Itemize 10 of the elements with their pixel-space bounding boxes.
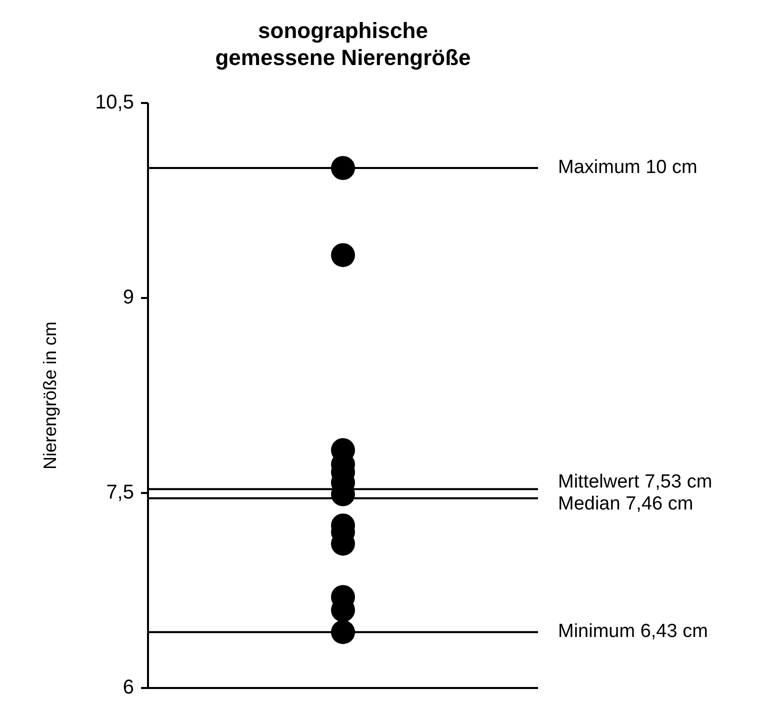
ref-line-label: Maximum 10 cm (558, 157, 698, 178)
ref-line-label: Median 7,46 cm (558, 494, 694, 515)
y-axis-title: Nierengröße in cm (40, 321, 60, 470)
ref-line-label: Mittelwert 7,53 cm (558, 472, 712, 493)
chart-title: sonographische gemessene Nierengröße (215, 18, 471, 70)
y-tick-label: 9 (122, 286, 134, 308)
y-tick-label: 10,5 (95, 91, 134, 114)
y-tick-label: 6 (122, 676, 134, 698)
ref-line-label: Minimum 6,43 cm (558, 621, 708, 642)
y-tick-label: 7,5 (106, 481, 134, 504)
